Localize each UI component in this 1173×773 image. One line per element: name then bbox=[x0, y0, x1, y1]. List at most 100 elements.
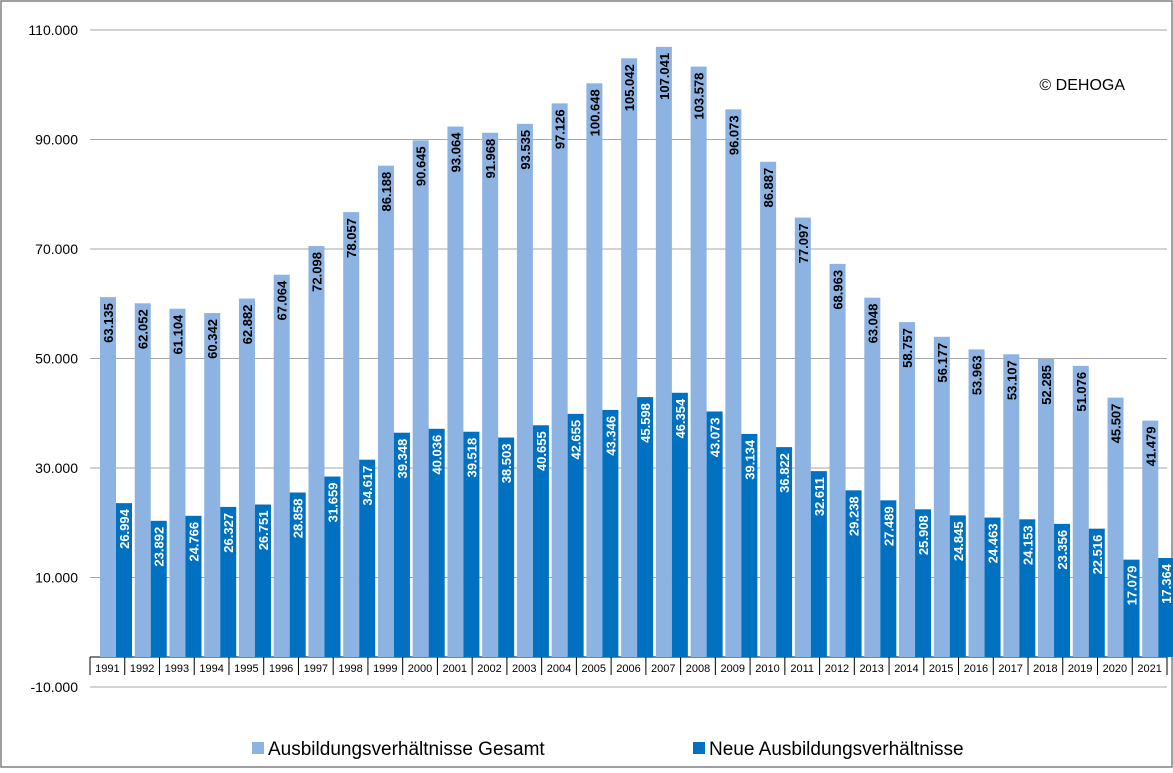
bar-neue-2014 bbox=[915, 509, 932, 657]
legend: Ausbildungsverhältnisse Gesamt Neue Ausb… bbox=[252, 739, 964, 760]
y-tick-label: -10.000 bbox=[31, 679, 79, 695]
data-label-neue-2011: 32.611 bbox=[812, 477, 827, 516]
bar-neue-1999 bbox=[393, 432, 410, 657]
data-label-gesamt-2010: 86.887 bbox=[761, 168, 776, 208]
x-tick-label-2005: 2005 bbox=[582, 663, 606, 675]
x-tick-label-2014: 2014 bbox=[894, 663, 918, 675]
data-label-neue-2005: 43.346 bbox=[603, 416, 618, 456]
bar-neue-2011 bbox=[810, 471, 827, 657]
bar-neue-2018 bbox=[1054, 523, 1071, 657]
legend-swatch-gesamt bbox=[252, 742, 264, 754]
x-tick-label-2020: 2020 bbox=[1103, 663, 1127, 675]
bar-gesamt-2013 bbox=[864, 297, 881, 657]
bar-neue-2013 bbox=[880, 500, 897, 657]
x-tick-label-2002: 2002 bbox=[477, 663, 501, 675]
data-label-neue-1992: 23.892 bbox=[152, 527, 167, 567]
bar-neue-2005 bbox=[602, 409, 619, 657]
y-axis-ticks: -10.000 10.000 30.000 50.000 70.000 90.000 110… bbox=[28, 22, 78, 695]
data-label-neue-2013: 27.489 bbox=[881, 506, 896, 546]
bar-gesamt-2006 bbox=[621, 58, 638, 657]
data-label-gesamt-2009: 96.073 bbox=[726, 115, 741, 155]
bar-neue-2021 bbox=[1158, 558, 1173, 657]
bar-labels: 63.135 26.994 62.052 23.892 61.104 24.766 60.3… bbox=[101, 53, 1173, 606]
data-label-neue-2015: 24.845 bbox=[951, 521, 966, 561]
bar-gesamt-2014 bbox=[899, 322, 916, 657]
x-tick-label-2003: 2003 bbox=[512, 663, 536, 675]
x-tick-label-1992: 1992 bbox=[130, 663, 154, 675]
data-label-gesamt-2015: 56.177 bbox=[935, 343, 950, 383]
x-tick-label-2004: 2004 bbox=[547, 663, 571, 675]
data-label-neue-1996: 28.858 bbox=[291, 499, 306, 539]
x-tick-label-2021: 2021 bbox=[1137, 663, 1161, 675]
x-tick-label-2013: 2013 bbox=[859, 663, 883, 675]
x-tick-label-1997: 1997 bbox=[304, 663, 328, 675]
bar-gesamt-2005 bbox=[586, 83, 603, 657]
bar-gesamt-2010 bbox=[760, 161, 777, 658]
data-label-gesamt-2017: 53.107 bbox=[1004, 360, 1019, 400]
data-label-gesamt-2003: 93.535 bbox=[518, 130, 533, 170]
data-label-gesamt-2013: 63.048 bbox=[865, 304, 880, 344]
bar-neue-2002 bbox=[498, 437, 515, 657]
bar-neue-2000 bbox=[428, 428, 445, 657]
bar-neue-2016 bbox=[984, 517, 1001, 657]
x-tick-label-2006: 2006 bbox=[616, 663, 640, 675]
data-label-gesamt-1995: 62.882 bbox=[240, 305, 255, 345]
data-label-neue-1994: 26.327 bbox=[221, 513, 236, 553]
data-label-neue-1999: 39.348 bbox=[395, 439, 410, 479]
data-label-gesamt-1991: 63.135 bbox=[101, 303, 116, 343]
data-label-neue-2012: 29.238 bbox=[847, 496, 862, 536]
x-tick-label-2010: 2010 bbox=[755, 663, 779, 675]
bar-neue-2001 bbox=[463, 431, 480, 657]
data-label-neue-2010: 36.822 bbox=[777, 453, 792, 493]
data-label-neue-1993: 24.766 bbox=[186, 522, 201, 562]
bar-neue-2006 bbox=[637, 397, 654, 657]
bar-gesamt-1995 bbox=[238, 298, 255, 657]
x-tick-label-2001: 2001 bbox=[443, 663, 467, 675]
data-label-gesamt-2020: 45.507 bbox=[1109, 404, 1124, 444]
x-tick-label-2009: 2009 bbox=[720, 663, 744, 675]
data-label-gesamt-2018: 52.285 bbox=[1039, 365, 1054, 405]
data-label-neue-1998: 34.617 bbox=[360, 466, 375, 506]
data-label-gesamt-1992: 62.052 bbox=[136, 309, 151, 349]
data-label-neue-2021: 17.364 bbox=[1159, 563, 1173, 604]
data-label-neue-2020: 17.079 bbox=[1125, 566, 1140, 606]
data-label-neue-2016: 24.463 bbox=[986, 524, 1001, 564]
data-label-gesamt-2000: 90.645 bbox=[414, 146, 429, 186]
data-label-neue-2019: 22.516 bbox=[1090, 535, 1105, 575]
bar-gesamt-2017 bbox=[1003, 354, 1020, 657]
x-tick-label-2019: 2019 bbox=[1068, 663, 1092, 675]
bar-neue-2019 bbox=[1088, 528, 1105, 657]
data-label-neue-2014: 25.908 bbox=[916, 515, 931, 555]
bar-neue-1996 bbox=[289, 492, 306, 657]
bar-gesamt-2004 bbox=[551, 103, 568, 658]
data-label-neue-2007: 46.354 bbox=[673, 398, 688, 439]
bar-neue-1994 bbox=[220, 506, 237, 657]
data-label-gesamt-2021: 41.479 bbox=[1143, 427, 1158, 467]
bar-gesamt-2003 bbox=[516, 123, 533, 657]
x-tick-label-2012: 2012 bbox=[825, 663, 849, 675]
bar-gesamt-2008 bbox=[690, 66, 707, 657]
data-label-neue-2009: 39.134 bbox=[742, 439, 757, 480]
data-label-gesamt-1993: 61.104 bbox=[170, 314, 185, 355]
data-label-gesamt-2012: 68.963 bbox=[831, 270, 846, 310]
bar-neue-1995 bbox=[254, 504, 271, 657]
x-tick-label-1996: 1996 bbox=[269, 663, 293, 675]
x-tick-label-1991: 1991 bbox=[95, 663, 119, 675]
bar-neue-2010 bbox=[776, 447, 793, 657]
x-tick-label-1993: 1993 bbox=[165, 663, 189, 675]
bar-gesamt-2011 bbox=[794, 217, 811, 657]
data-label-gesamt-1998: 78.057 bbox=[344, 218, 359, 258]
x-tick-label-2015: 2015 bbox=[929, 663, 953, 675]
bar-gesamt-1993 bbox=[169, 308, 186, 657]
data-label-gesamt-2016: 53.963 bbox=[970, 355, 985, 395]
x-tick-label-2017: 2017 bbox=[998, 663, 1022, 675]
x-axis-ticks: 1991 1992 1993 1994 1995 1996 1997 1998 1999 2000… bbox=[89, 657, 1168, 675]
bar-gesamt-2012 bbox=[829, 263, 846, 657]
data-label-neue-2018: 23.356 bbox=[1055, 530, 1070, 570]
bar-gesamt-1996 bbox=[273, 274, 290, 657]
data-label-gesamt-2014: 58.757 bbox=[900, 328, 915, 368]
y-tick-label: 110.000 bbox=[28, 22, 78, 38]
data-label-neue-2002: 38.503 bbox=[499, 444, 514, 484]
